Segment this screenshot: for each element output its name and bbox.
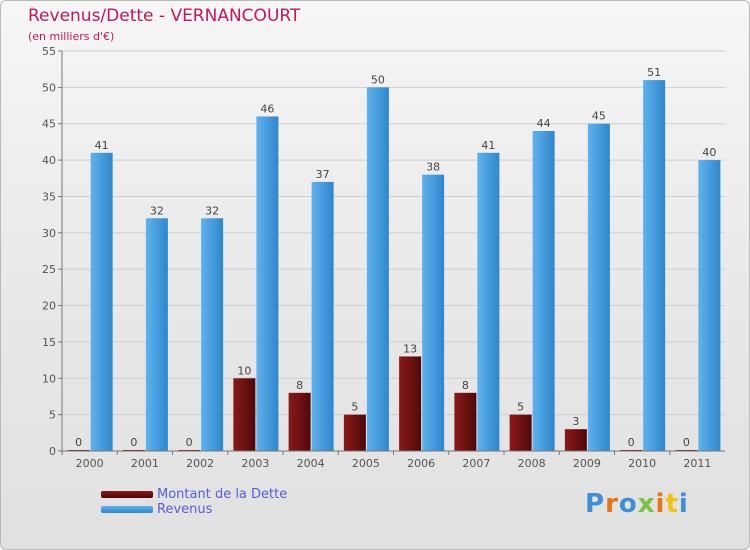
bar-dette-2005 (343, 414, 366, 451)
x-tick-label: 2005 (352, 457, 380, 470)
logo-letter: x (637, 489, 656, 519)
legend-label-dette: Montant de la Dette (157, 487, 288, 502)
y-tick-label: 35 (42, 190, 56, 203)
logo-letter: r (605, 489, 619, 519)
data-label-dette-2004: 8 (296, 379, 303, 392)
legend: Montant de la Dette Revenus (101, 487, 287, 517)
bar-dette-2003 (233, 378, 256, 451)
y-tick-label: 10 (42, 372, 56, 385)
chart-title: Revenus/Dette - VERNANCOURT (28, 6, 301, 26)
data-label-dette-2000: 0 (75, 436, 82, 449)
bar-dette-2007 (454, 392, 477, 451)
data-label-dette-2011: 0 (683, 436, 690, 449)
logo-letter: o (618, 489, 638, 519)
logo-letter: i (655, 489, 666, 519)
data-label-revenus-2008: 44 (537, 117, 551, 130)
bar-dette-2009 (564, 429, 587, 451)
y-tick-label: 20 (42, 300, 56, 313)
legend-label-revenus: Revenus (157, 502, 213, 517)
data-label-dette-2009: 3 (572, 415, 579, 428)
proxiti-logo: Proxiti (585, 489, 689, 519)
legend-item-revenus: Revenus (101, 502, 287, 517)
data-label-dette-2005: 5 (351, 401, 358, 414)
data-label-revenus-2010: 51 (647, 66, 661, 79)
data-label-revenus-2000: 41 (95, 139, 109, 152)
x-tick-label: 2002 (186, 457, 214, 470)
x-tick-label: 2007 (462, 457, 490, 470)
y-tick-label: 45 (42, 118, 56, 131)
y-tick-label: 40 (42, 154, 56, 167)
data-label-revenus-2004: 37 (316, 168, 330, 181)
bar-dette-2006 (399, 356, 422, 451)
y-tick-label: 0 (49, 445, 56, 458)
data-label-dette-2002: 0 (186, 436, 193, 449)
data-label-revenus-2006: 38 (426, 161, 440, 174)
bar-revenus-2011 (698, 160, 721, 451)
x-tick-label: 2010 (628, 457, 656, 470)
data-label-revenus-2001: 32 (150, 204, 164, 217)
x-tick-label: 2011 (683, 457, 711, 470)
chart-subtitle: (en milliers d'€) (28, 30, 115, 43)
logo-letter: i (678, 489, 689, 519)
data-label-revenus-2002: 32 (205, 204, 219, 217)
data-label-dette-2008: 5 (517, 401, 524, 414)
bar-revenus-2003 (256, 116, 279, 452)
y-tick-label: 5 (49, 409, 56, 422)
bar-revenus-2005 (366, 87, 389, 451)
bar-dette-2004 (288, 392, 311, 451)
x-tick-label: 2006 (407, 457, 435, 470)
y-tick-label: 30 (42, 227, 56, 240)
data-label-revenus-2003: 46 (260, 102, 274, 115)
data-label-dette-2001: 0 (130, 436, 137, 449)
data-label-revenus-2007: 41 (481, 139, 495, 152)
y-tick-label: 50 (42, 81, 56, 94)
data-label-dette-2010: 0 (628, 436, 635, 449)
logo-letter: t (665, 489, 679, 519)
bar-dette-2008 (509, 414, 532, 451)
bar-revenus-2006 (422, 174, 445, 452)
x-tick-label: 2008 (518, 457, 546, 470)
bar-revenus-2004 (311, 181, 334, 451)
bar-revenus-2007 (477, 152, 500, 451)
x-tick-label: 2004 (297, 457, 325, 470)
bar-revenus-2001 (145, 218, 168, 451)
y-tick-label: 25 (42, 263, 56, 276)
data-label-revenus-2009: 45 (592, 110, 606, 123)
x-tick-label: 2001 (131, 457, 159, 470)
bar-revenus-2000 (90, 152, 113, 451)
legend-swatch-revenus (101, 506, 153, 513)
data-label-revenus-2011: 40 (702, 146, 716, 159)
legend-item-dette: Montant de la Dette (101, 487, 287, 502)
y-tick-label: 55 (42, 45, 56, 58)
legend-swatch-dette (101, 491, 153, 498)
logo-letter: P (585, 489, 606, 519)
x-tick-label: 2000 (76, 457, 104, 470)
bar-revenus-2009 (587, 123, 610, 452)
data-label-dette-2007: 8 (462, 379, 469, 392)
data-label-dette-2003: 10 (237, 364, 251, 377)
data-label-revenus-2005: 50 (371, 73, 385, 86)
bar-revenus-2010 (643, 80, 666, 451)
data-label-dette-2006: 13 (403, 342, 417, 355)
bar-revenus-2002 (201, 218, 224, 451)
x-tick-label: 2003 (241, 457, 269, 470)
bar-revenus-2008 (532, 131, 555, 451)
x-tick-label: 2009 (573, 457, 601, 470)
y-tick-label: 15 (42, 336, 56, 349)
